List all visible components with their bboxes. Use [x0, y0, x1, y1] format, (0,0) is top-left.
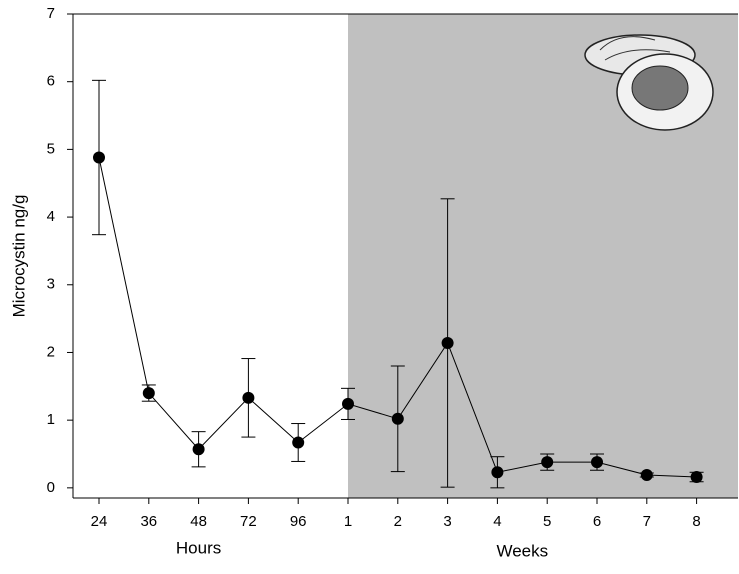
data-point: [292, 436, 305, 449]
data-point: [242, 391, 255, 404]
y-tick-label: 0: [47, 479, 55, 496]
x-tick-label: 72: [240, 513, 257, 530]
x-tick-label: 36: [140, 513, 157, 530]
y-tick-label: 6: [47, 73, 55, 90]
x-tick-label: 6: [593, 513, 601, 530]
x-tick-label: 1: [344, 513, 352, 530]
data-point: [591, 456, 603, 469]
data-point: [142, 387, 155, 400]
y-tick-label: 2: [47, 343, 55, 360]
y-tick-label: 1: [47, 411, 55, 428]
data-point: [342, 397, 354, 410]
x-tick-label: 3: [443, 513, 451, 530]
data-point: [491, 466, 504, 479]
data-point: [391, 412, 404, 425]
y-tick-label: 7: [47, 5, 55, 22]
x-tick-label: 2: [394, 513, 402, 530]
data-point: [690, 471, 703, 484]
y-tick-label: 4: [47, 208, 55, 225]
x-tick-label: 24: [91, 513, 108, 530]
data-point: [93, 151, 105, 164]
group-label: Hours: [176, 538, 221, 557]
data-point: [640, 468, 653, 481]
x-tick-label: 8: [692, 513, 700, 530]
x-tick-label: 7: [643, 513, 651, 530]
y-axis-label: Microcystin ng/g: [9, 195, 28, 318]
group-label: Weeks: [496, 541, 548, 560]
data-point: [441, 336, 454, 349]
y-tick-label: 5: [47, 140, 55, 157]
y-tick-label: 3: [47, 276, 55, 293]
data-point: [541, 456, 554, 469]
x-tick-label: 48: [190, 513, 207, 530]
x-tick-label: 5: [543, 513, 551, 530]
data-point: [192, 443, 205, 456]
oyster-illustration: [584, 34, 714, 131]
x-tick-label: 96: [290, 513, 307, 530]
x-tick-label: 4: [493, 513, 501, 530]
